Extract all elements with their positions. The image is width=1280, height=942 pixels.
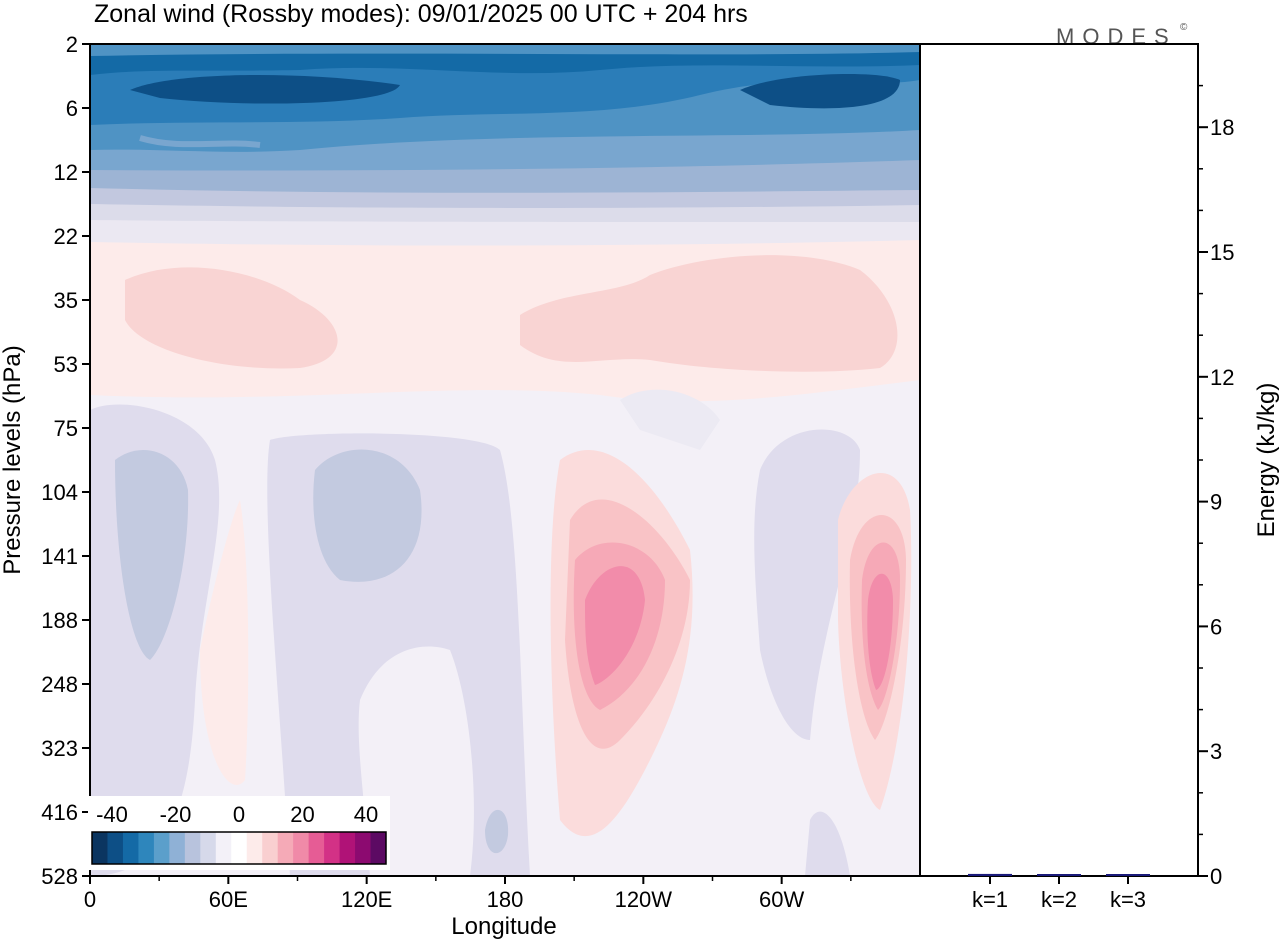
y-tick-label: 22: [54, 224, 78, 249]
y-tick-label: 12: [54, 160, 78, 185]
energy-tick-label: 9: [1210, 490, 1222, 515]
energy-bar-k=3: [1106, 874, 1150, 876]
y-tick-label: 104: [41, 480, 78, 505]
x-tick-label: 120E: [341, 887, 392, 912]
y-tick-label: 323: [41, 736, 78, 761]
colorbar-swatch: [138, 832, 155, 864]
y-tick-label: 248: [41, 672, 78, 697]
energy-bar-k=1: [968, 873, 1012, 876]
colorbar-swatch: [277, 832, 294, 864]
y-tick-label: 528: [41, 864, 78, 889]
colorbar-swatch: [231, 832, 248, 864]
y-tick-label: 416: [41, 800, 78, 825]
energy-bar-k=2: [1037, 874, 1081, 876]
colorbar-swatch: [215, 832, 232, 864]
logo-mark: ©: [1180, 22, 1188, 33]
colorbar-swatch: [324, 832, 341, 864]
colorbar-swatch: [262, 832, 279, 864]
energy-bars: k=1 k=2 k=3: [968, 873, 1150, 912]
y-tick-label: 75: [54, 416, 78, 441]
colorbar-swatch: [107, 832, 124, 864]
energy-tick-label: 3: [1210, 739, 1222, 764]
energy-category-label: k=1: [972, 887, 1008, 912]
x-axis-label: Longitude: [451, 913, 556, 940]
colorbar-tick-label: 0: [233, 802, 245, 827]
energy-tick-label: 6: [1210, 614, 1222, 639]
x-tick-label: 120W: [615, 887, 673, 912]
colorbar-swatch: [122, 832, 139, 864]
y-tick-label: 53: [54, 352, 78, 377]
energy-tick-label: 12: [1210, 365, 1234, 390]
colorbar-swatch: [293, 832, 310, 864]
colorbar-swatch: [246, 832, 263, 864]
colorbar-tick-label: 40: [354, 802, 378, 827]
colorbar-swatch: [184, 832, 201, 864]
y-tick-label: 2: [66, 32, 78, 57]
colorbar-tick-label: -40: [96, 802, 128, 827]
x-tick-label: 180: [487, 887, 524, 912]
colorbar-tick-label: -20: [160, 802, 192, 827]
colorbar-swatch: [355, 832, 372, 864]
y-tick-label: 6: [66, 96, 78, 121]
colorbar-swatch: [169, 832, 186, 864]
energy-tick-label: 15: [1210, 240, 1234, 265]
x-tick-label: 60E: [209, 887, 248, 912]
colorbar-swatch: [92, 832, 108, 864]
energy-category-label: k=3: [1110, 887, 1146, 912]
colorbar-swatch: [370, 832, 387, 864]
chart-title: Zonal wind (Rossby modes): 09/01/2025 00…: [94, 0, 748, 28]
colorbar-swatch: [153, 832, 170, 864]
colorbar: -40 -20 0 20 40: [88, 796, 390, 870]
colorbar-swatch: [200, 832, 217, 864]
energy-tick-label: 0: [1210, 864, 1222, 889]
energy-axis-label: Energy (kJ/kg): [1253, 383, 1280, 538]
energy-axis-ticks: 0 3 6 9 12 15 18: [1198, 84, 1234, 889]
zonal-wind-contour-field: [90, 44, 920, 876]
y-axis-ticks: 2 6 12 22 35 53 75 104 141 188 248 323 416 528: [41, 32, 90, 889]
colorbar-tick-label: 20: [290, 802, 314, 827]
y-axis-label: Pressure levels (hPa): [0, 345, 26, 574]
y-tick-label: 141: [41, 544, 78, 569]
x-tick-label: 60W: [759, 887, 804, 912]
logo-text: MODES: [1056, 24, 1177, 49]
x-axis-ticks: 0 60E 120E 180 120W 60W: [84, 876, 852, 912]
x-tick-label: 0: [84, 887, 96, 912]
colorbar-swatch: [339, 832, 356, 864]
colorbar-swatch: [308, 832, 325, 864]
y-tick-label: 35: [54, 288, 78, 313]
y-tick-label: 188: [41, 608, 78, 633]
energy-panel-frame: [919, 43, 1199, 877]
colorbar-frame: [91, 831, 387, 865]
energy-tick-label: 18: [1210, 115, 1234, 140]
energy-category-label: k=2: [1041, 887, 1077, 912]
